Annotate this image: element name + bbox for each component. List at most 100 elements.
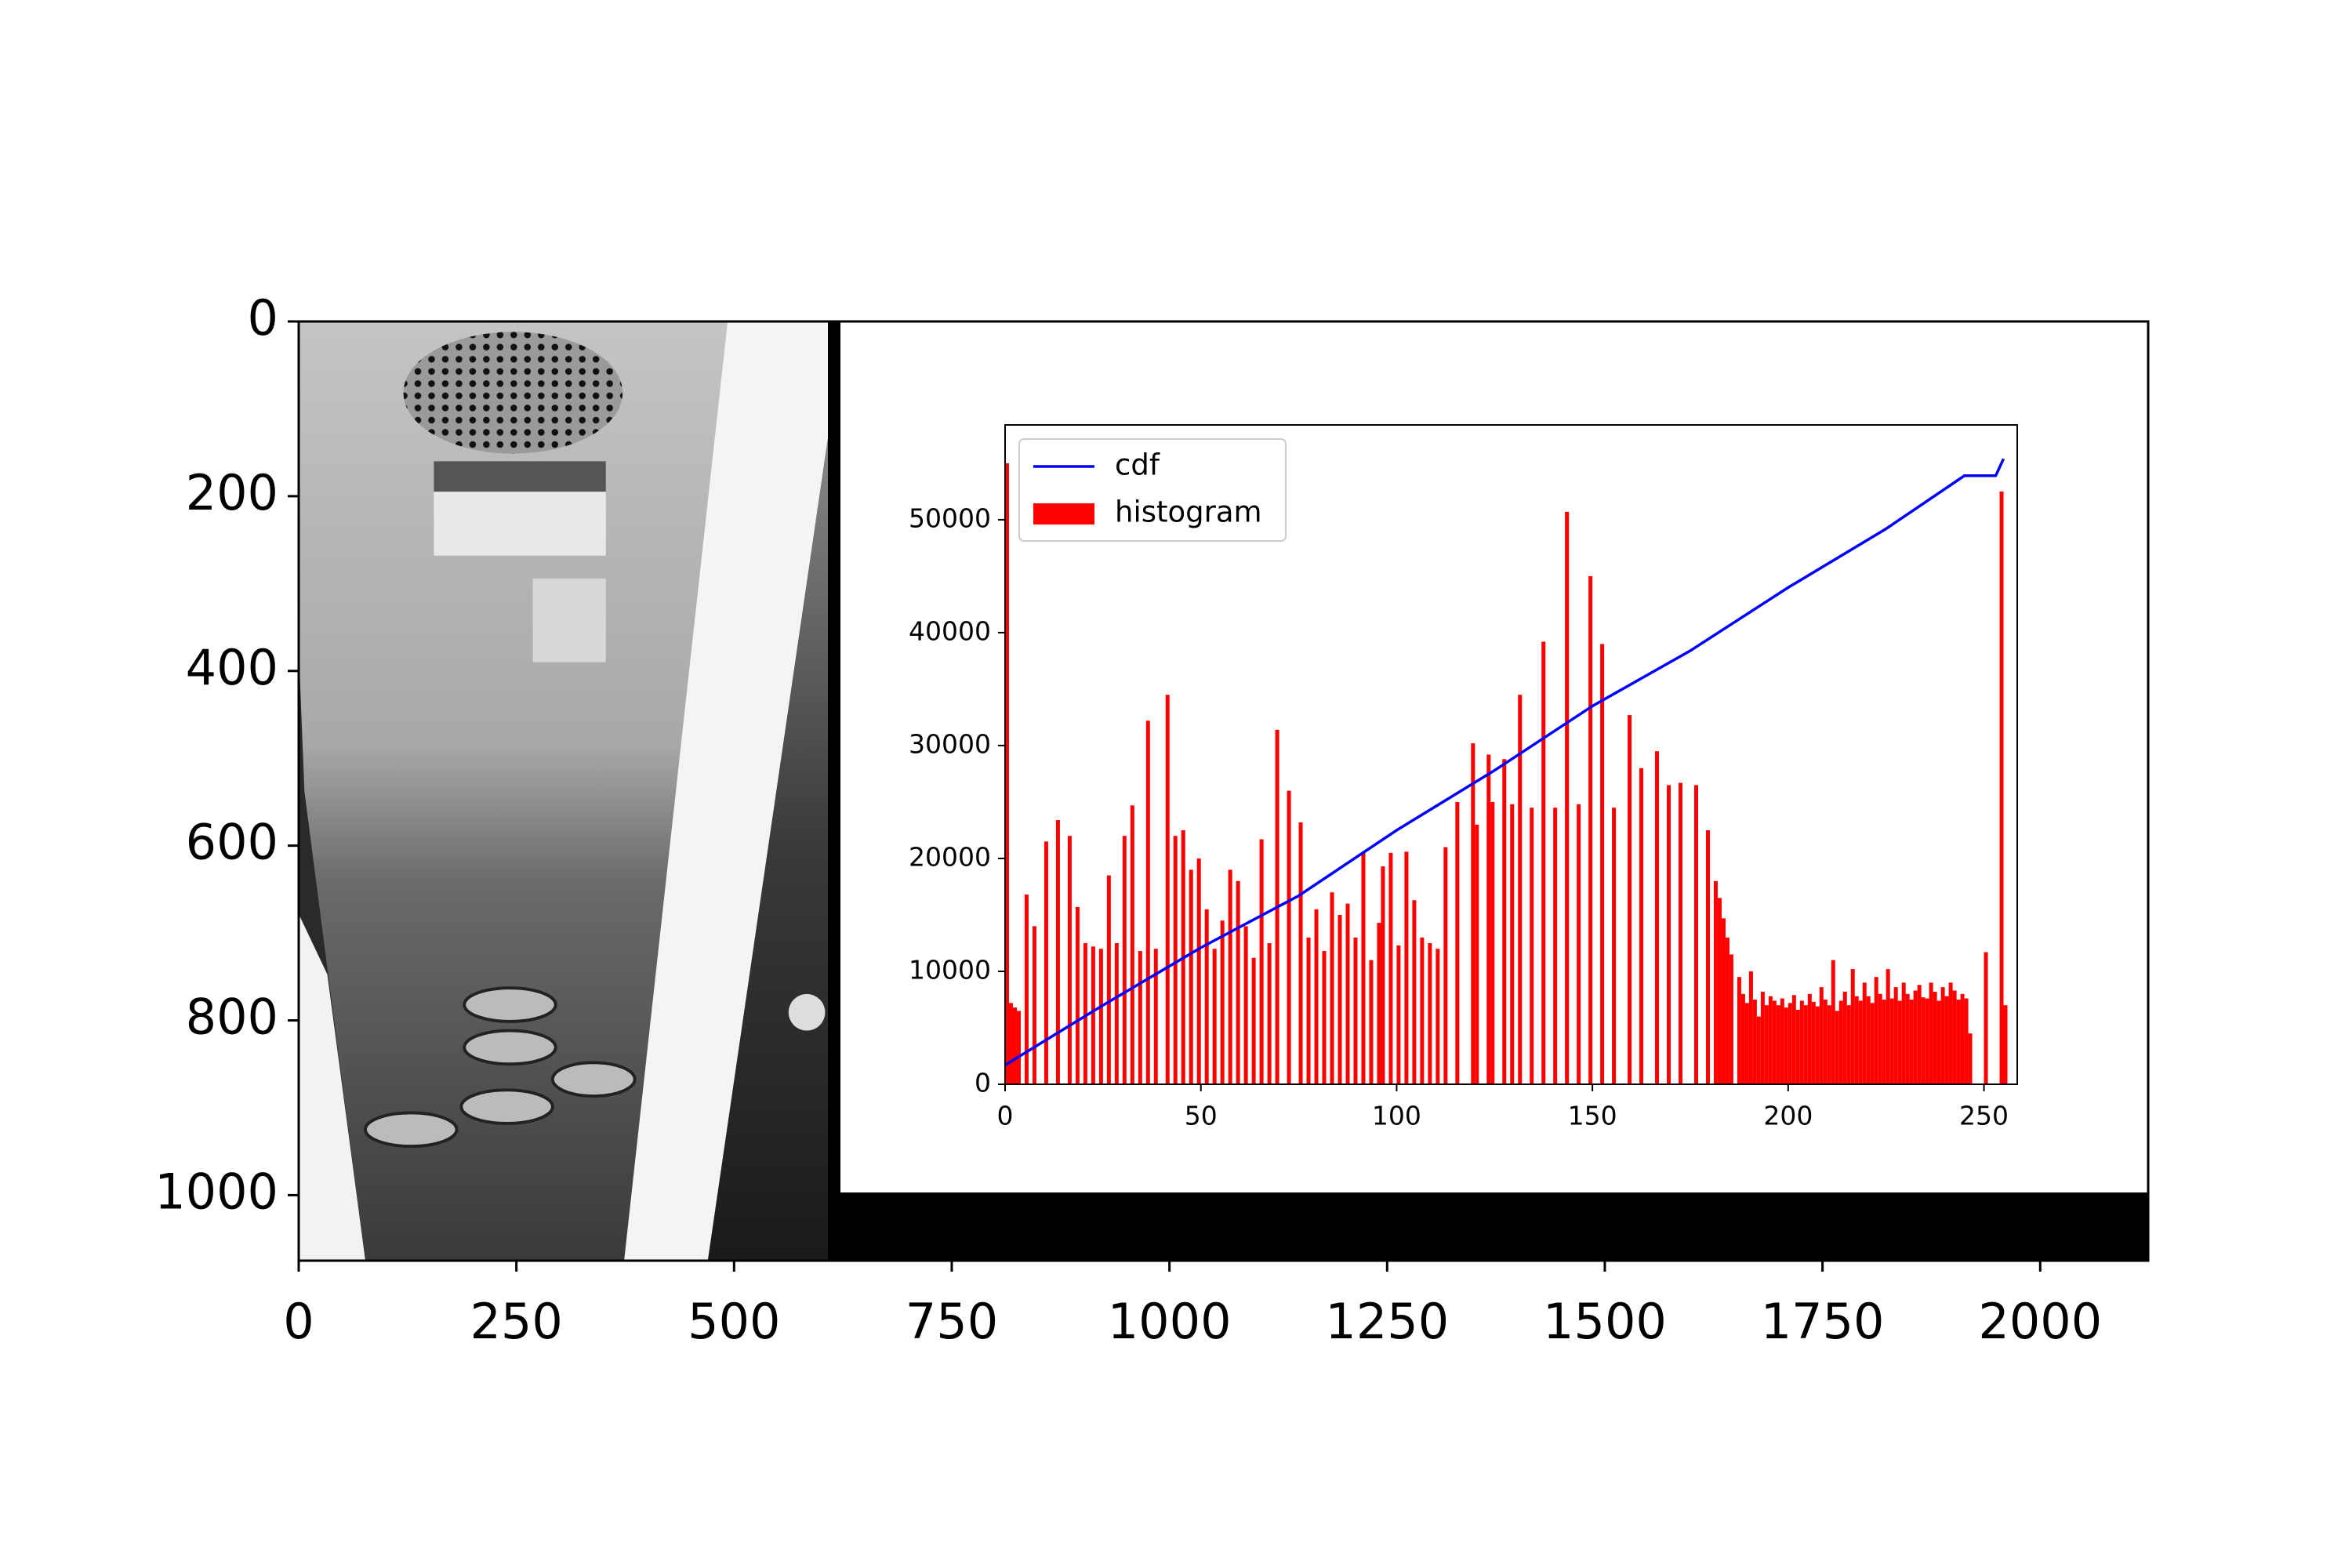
histogram-bar: [1220, 920, 1225, 1084]
histogram-bar: [1436, 949, 1440, 1084]
histogram-bar: [1098, 949, 1103, 1084]
histogram-bar: [1827, 1005, 1831, 1084]
x-tick-label: 200: [1763, 1101, 1813, 1131]
histogram-bar: [1381, 866, 1385, 1084]
histogram-bar: [1196, 858, 1201, 1084]
histogram-bar: [1655, 751, 1660, 1084]
histogram-bar: [1314, 909, 1319, 1084]
histogram-bar: [1055, 820, 1060, 1084]
histogram-bar: [1897, 1000, 1902, 1084]
histogram-bar: [1909, 999, 1914, 1084]
histogram-bar: [1259, 839, 1264, 1084]
histogram-bar: [2003, 1005, 2008, 1084]
histogram-bar: [1287, 790, 1291, 1084]
histogram-bar: [1854, 996, 1859, 1084]
y-tick-label: 10000: [909, 954, 991, 985]
legend-swatch: [1033, 503, 1094, 524]
histogram-bar: [1913, 990, 1918, 1084]
y-tick-label: 0: [975, 1068, 991, 1098]
histogram-bar: [1553, 808, 1558, 1084]
histogram-bar: [1893, 987, 1898, 1084]
x-tick-label: 250: [470, 1293, 562, 1350]
histogram-bar: [1748, 971, 1753, 1084]
histogram-bar: [1189, 869, 1193, 1084]
histogram-bar: [1756, 1016, 1761, 1084]
histogram-bar: [1404, 851, 1409, 1084]
histogram-bar: [1502, 759, 1507, 1084]
x-tick-label: 2000: [1978, 1293, 2102, 1350]
histogram-bar: [1925, 998, 1929, 1084]
image-padding: [828, 321, 840, 1261]
image-padding: [828, 1192, 2148, 1261]
histogram-bar: [1122, 836, 1127, 1084]
x-tick-label: 150: [1568, 1101, 1617, 1131]
histogram-bar: [1243, 926, 1248, 1084]
histogram-bar: [1353, 937, 1358, 1084]
histogram-bar: [1850, 969, 1855, 1084]
histogram-bar: [1772, 1000, 1777, 1084]
x-tick-label: 1750: [1761, 1293, 1885, 1350]
legend-label: histogram: [1115, 495, 1262, 529]
histogram-bar: [1106, 875, 1111, 1084]
histogram-bar: [1905, 993, 1910, 1084]
histogram-bar: [1008, 1003, 1013, 1084]
histogram-bar: [1044, 841, 1048, 1084]
histogram-bar: [1878, 993, 1882, 1084]
x-tick-label: 1000: [1108, 1293, 1232, 1350]
histogram-bar: [1693, 785, 1698, 1084]
histogram-bar: [1612, 808, 1617, 1084]
histogram-bar: [1780, 998, 1784, 1084]
y-tick-label: 30000: [909, 728, 991, 759]
histogram-bar: [1330, 892, 1334, 1084]
histogram-bar: [1999, 491, 2004, 1084]
histogram-bar: [1091, 946, 1095, 1084]
histogram-bar: [1475, 824, 1479, 1084]
histogram-bar: [1412, 900, 1417, 1084]
histogram-bar: [1803, 1005, 1808, 1084]
histogram-bar: [1075, 906, 1080, 1084]
histogram-bar: [1764, 1005, 1769, 1084]
histogram-bar: [1744, 1003, 1749, 1084]
histogram-bar: [1114, 942, 1119, 1084]
histogram-bar: [1679, 782, 1682, 1084]
histogram-bar: [1862, 982, 1867, 1084]
histogram-bar: [1396, 945, 1401, 1084]
x-tick-label: 500: [688, 1293, 780, 1350]
histogram-bar: [1005, 463, 1009, 1084]
histogram-bar: [1345, 903, 1350, 1084]
histogram-bar: [1322, 951, 1327, 1084]
histogram-bar: [1956, 999, 1961, 1084]
histogram-bar: [1032, 926, 1036, 1084]
histogram-bar: [1835, 1011, 1839, 1084]
histogram-bar: [1933, 991, 1937, 1084]
y-tick-label: 40000: [909, 615, 991, 646]
histogram-bar: [1577, 804, 1581, 1084]
y-tick-label: 50000: [909, 503, 991, 533]
histogram-bar: [1846, 1005, 1851, 1084]
histogram-bar: [1842, 991, 1847, 1084]
cdf-line: [1004, 458, 2005, 1067]
histogram-bar: [1067, 836, 1072, 1084]
histogram-bar: [1306, 937, 1311, 1084]
legend-label: cdf: [1115, 448, 1160, 482]
histogram-bar: [1768, 996, 1773, 1084]
histogram-bar: [1788, 1003, 1792, 1084]
histogram-bar: [1964, 998, 1969, 1084]
histogram-bar: [1145, 720, 1150, 1084]
histogram-bar: [1886, 969, 1890, 1084]
histogram-bar: [1153, 949, 1158, 1084]
x-tick-label: 750: [906, 1293, 998, 1350]
histogram-bar: [1016, 1011, 1021, 1084]
histogram-bar: [1717, 898, 1722, 1084]
histogram-bar: [1838, 1000, 1843, 1084]
histogram-bar: [1639, 768, 1644, 1084]
histogram-bar: [1889, 998, 1894, 1084]
histogram-bar: [1795, 1009, 1800, 1084]
histogram-bar: [1752, 999, 1757, 1084]
histogram-bar: [1228, 869, 1232, 1084]
histogram-bar: [1083, 942, 1087, 1084]
histogram-bar: [1369, 960, 1374, 1084]
histogram-bar: [1667, 785, 1671, 1084]
histogram-bar: [1799, 1000, 1804, 1084]
